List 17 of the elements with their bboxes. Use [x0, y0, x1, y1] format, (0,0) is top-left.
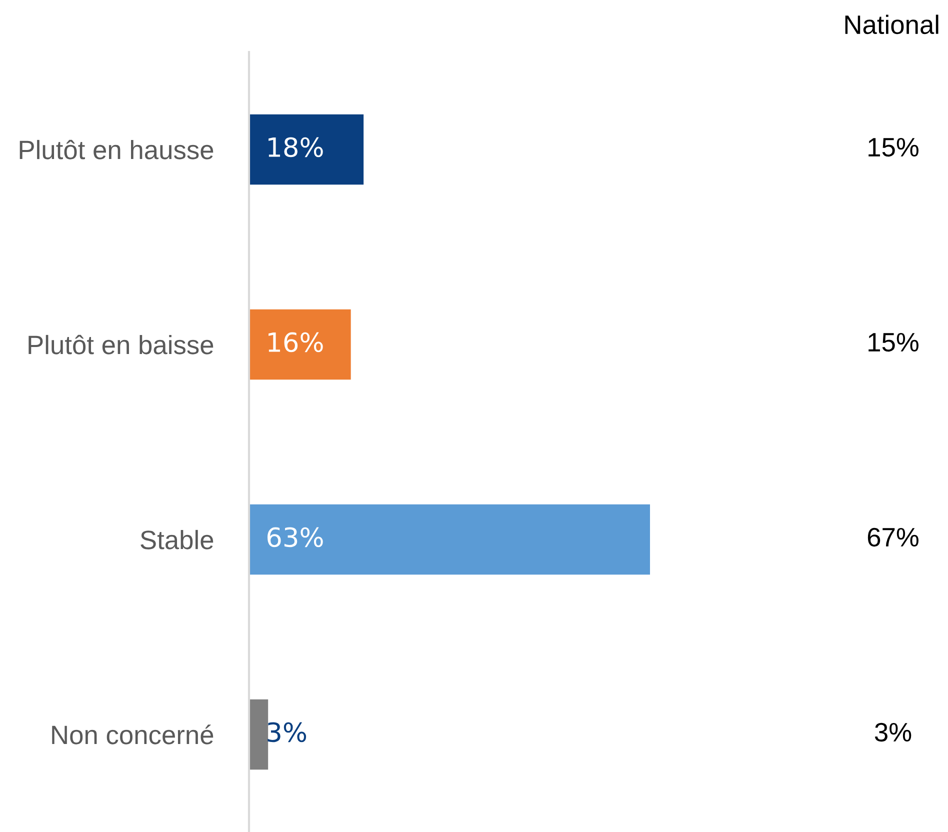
text: National [845, 14, 938, 34]
text: 3% [874, 722, 912, 742]
data-label: 3% [268, 722, 306, 742]
text: 15% [868, 333, 918, 352]
bar [249, 504, 650, 575]
bar [249, 309, 351, 380]
bar [249, 114, 364, 185]
data-label: 18% [268, 137, 323, 158]
y-tick-label: Stable [140, 530, 214, 550]
y-tick-label: Plutôt en hausse [20, 140, 214, 160]
bar [249, 699, 268, 770]
data-label: 63% [268, 527, 323, 548]
y-tick-label: Plutôt en baisse [28, 334, 214, 354]
text: 15% [868, 138, 918, 157]
data-label: 16% [268, 332, 323, 352]
y-tick-label: Non concerné [52, 724, 214, 744]
text: 67% [868, 528, 918, 547]
